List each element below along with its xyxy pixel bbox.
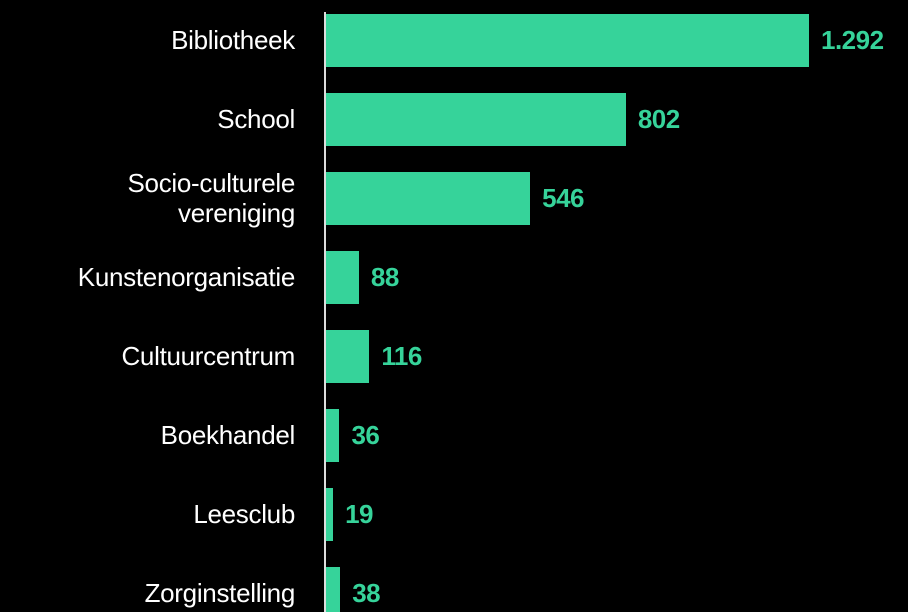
category-label: Kunstenorganisatie bbox=[77, 262, 296, 292]
category-label: School bbox=[217, 104, 295, 134]
value-label: 546 bbox=[542, 183, 584, 213]
axis-line bbox=[324, 12, 326, 612]
category-label: Cultuurcentrum bbox=[121, 341, 295, 371]
bar bbox=[326, 13, 809, 67]
bar bbox=[326, 92, 626, 146]
value-label: 36 bbox=[351, 420, 380, 450]
bar bbox=[326, 171, 531, 225]
value-label: 88 bbox=[370, 262, 399, 292]
category-label: Boekhandel bbox=[160, 420, 296, 450]
category-label: Socio-culturele vereniging bbox=[127, 168, 296, 228]
value-label: 1.292 bbox=[821, 25, 884, 55]
value-label: 116 bbox=[381, 341, 422, 371]
bar bbox=[326, 487, 334, 541]
bar bbox=[326, 329, 370, 383]
bar bbox=[326, 566, 341, 612]
category-label: Zorginstelling bbox=[144, 578, 296, 608]
bar bbox=[326, 408, 340, 462]
category-label: Leesclub bbox=[193, 499, 295, 529]
value-label: 802 bbox=[637, 104, 680, 134]
value-label: 38 bbox=[352, 578, 381, 608]
bar bbox=[326, 250, 359, 304]
value-label: 19 bbox=[345, 499, 374, 529]
category-label: Bibliotheek bbox=[171, 25, 295, 55]
